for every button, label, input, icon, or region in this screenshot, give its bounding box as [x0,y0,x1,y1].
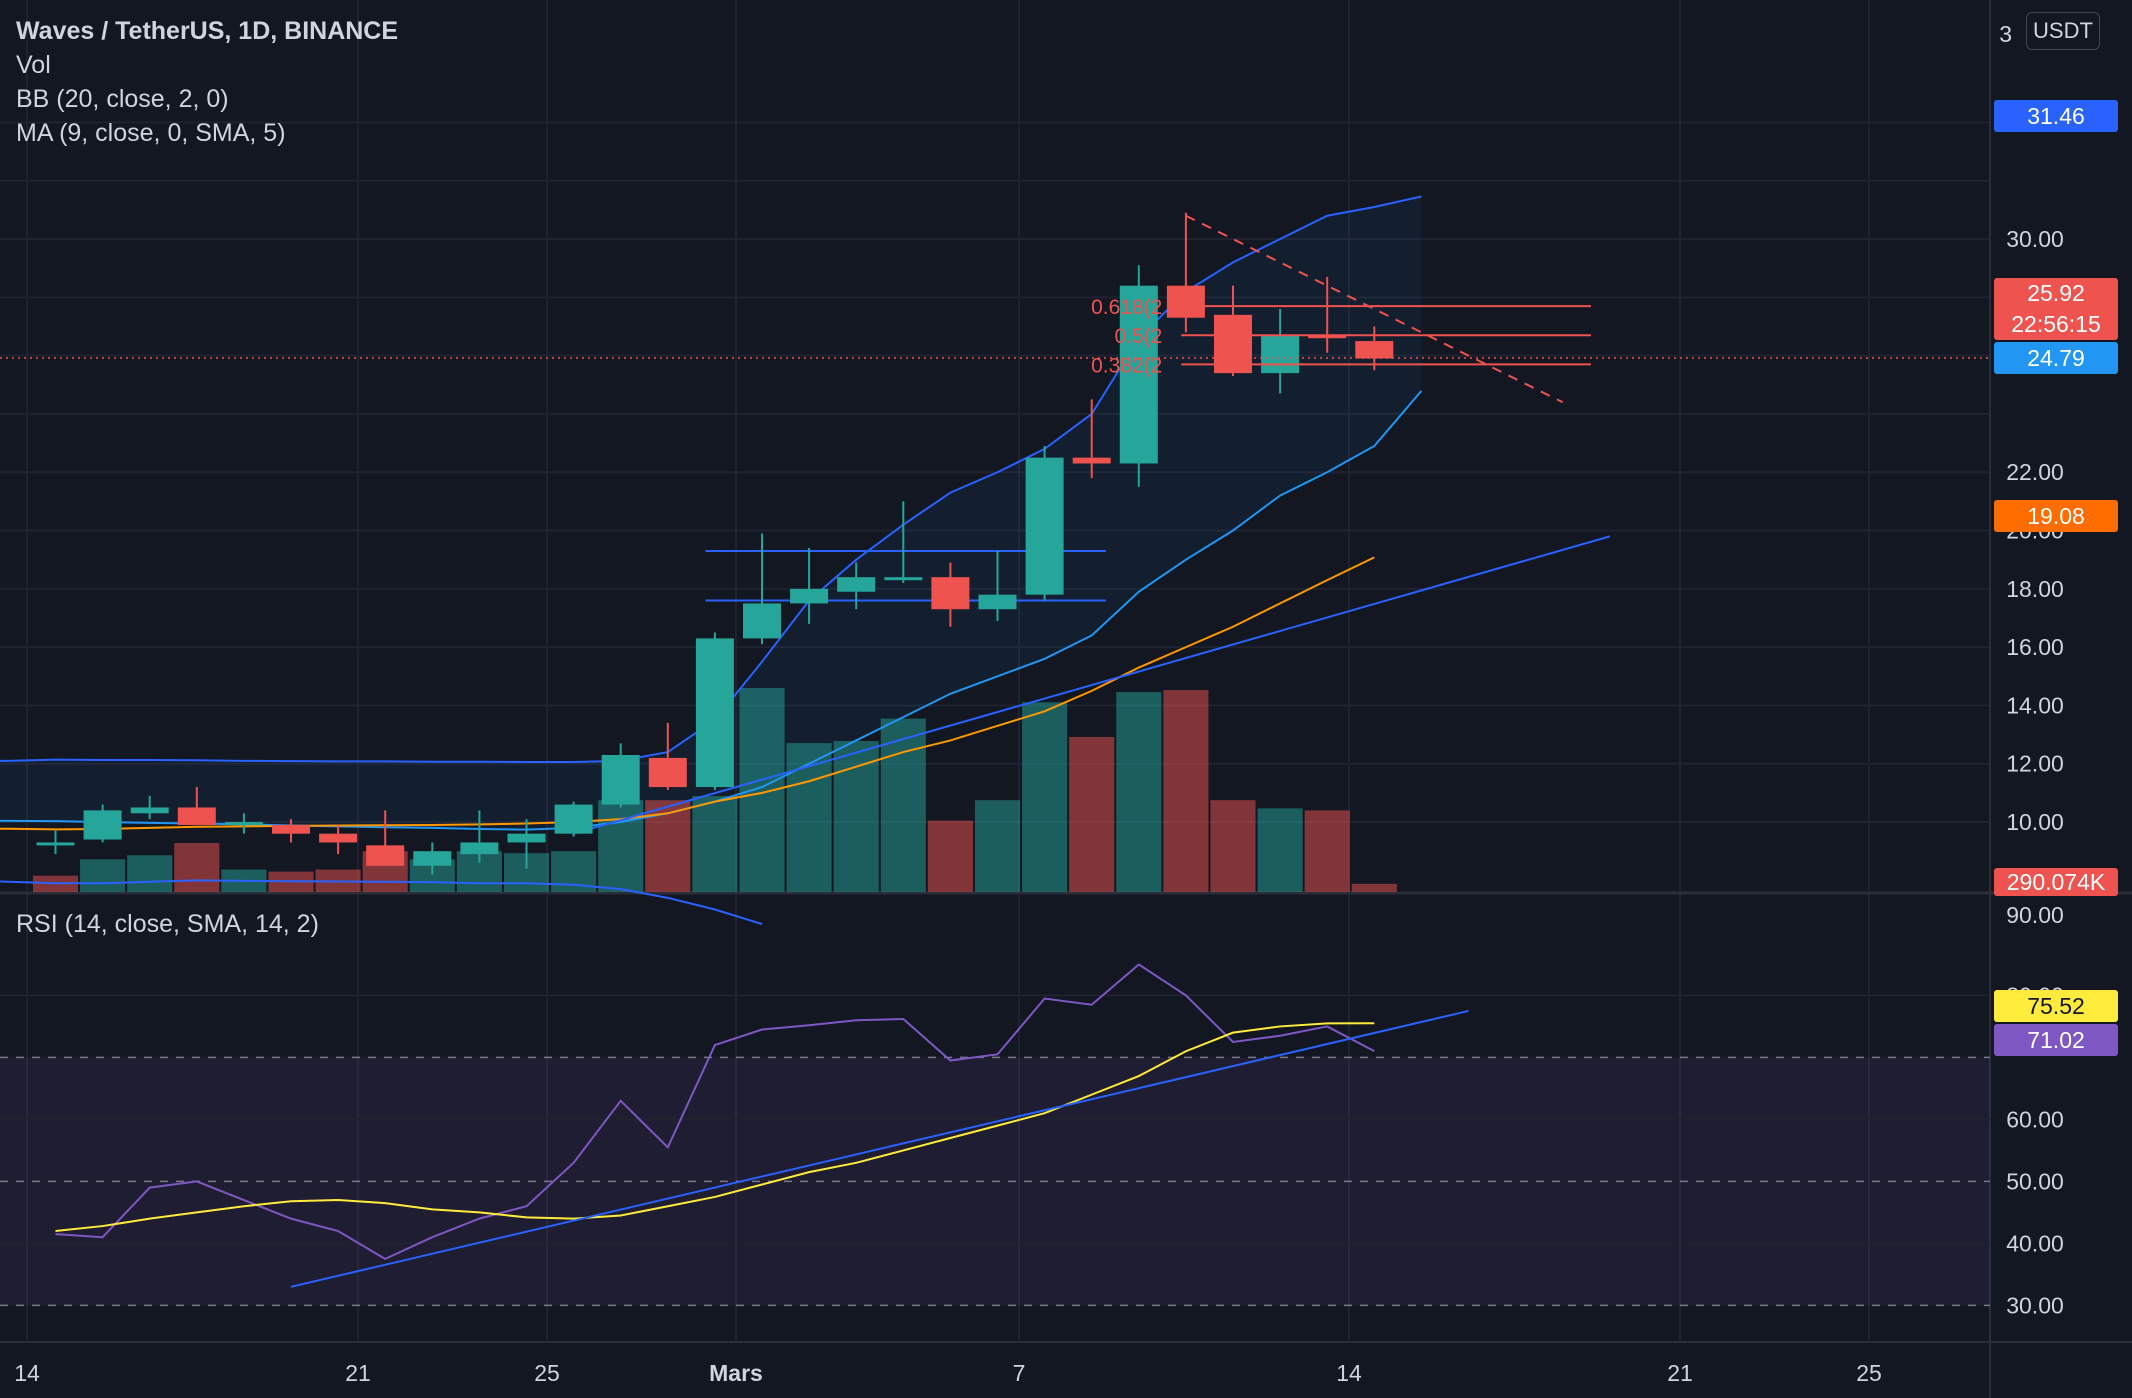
rsi-ma-badge: 75.52 [1994,990,2118,1022]
candle-up [507,833,546,843]
volume-bar [1351,883,1397,892]
indicator-vol[interactable]: Vol [16,51,51,79]
candle-down [1308,335,1347,339]
rsi-tick-label: 60.00 [2006,1106,2064,1132]
price-tick-label: 16.00 [2006,634,2064,660]
price-tick-label: 3 [1999,21,2012,47]
price-tick-label: 30.00 [2006,226,2064,252]
candle-down [177,807,216,825]
rsi-tick-label: 90.00 [2006,902,2064,928]
candle-down [1166,285,1205,318]
candle-up [460,842,499,855]
rsi-tick-label: 50.00 [2006,1168,2064,1194]
price-tick-label: 14.00 [2006,692,2064,718]
rsi-badge: 71.02 [1994,1024,2118,1056]
time-tick-label: 21 [345,1360,371,1386]
volume-bar [833,741,879,892]
candle-up [601,754,640,805]
candle-up [790,588,829,604]
rsi-line [55,963,1375,1261]
volume-bar [692,796,738,892]
volume-bar [1069,736,1115,892]
bb-lower-line [0,879,763,926]
volume-bar [1210,800,1256,892]
volume-badge: 290.074K [1994,868,2118,896]
time-tick-label: 7 [1013,1360,1026,1386]
volume-bar [598,800,644,892]
candle-down [648,757,687,788]
candle-up [695,638,734,788]
candle-down [1072,457,1111,464]
candle-up [884,577,923,581]
time-tick-label: 14 [1336,1360,1362,1386]
candle-down [272,824,310,834]
rsi-ma-line [55,1022,1375,1233]
candle-up [36,842,75,846]
volume-bar [1257,808,1303,892]
bb-basis-badge: 24.79 [1994,342,2118,374]
rsi-trendline [290,1009,1469,1288]
countdown-value: 22:56:15 [2011,311,2101,337]
chart-legend: Waves / TetherUS, 1D, BINANCE Vol BB (20… [16,14,398,150]
volume-bar [1163,690,1209,892]
candle-up [130,807,169,814]
volume-bar [974,800,1021,892]
volume-bar [80,859,126,892]
ma-line [0,556,1375,831]
volume-bar [127,855,173,892]
price-trendline [573,535,1611,835]
candle-up [743,603,781,639]
candle-down [319,833,358,843]
candle-up [224,822,263,826]
volume-bar [786,743,832,892]
indicator-bb[interactable]: BB (20, close, 2, 0) [16,85,229,113]
volume-bar [174,843,220,892]
candle-up [1261,335,1300,374]
fib-label: 0.382(2 [1091,354,1162,377]
candle-up [978,594,1017,610]
rsi-tick-label: 30.00 [2006,1292,2064,1318]
last-price-badge: 25.92 22:56:15 [1994,278,2118,340]
volume-bar [1022,702,1068,892]
candle-down [366,845,405,866]
bb-upper-line [0,195,1422,763]
currency-button[interactable]: USDT [2026,12,2100,50]
fib-label: 0.618(2 [1091,296,1162,319]
ma-badge: 19.08 [1994,500,2118,532]
projection-line [1185,214,1564,404]
price-tick-label: 12.00 [2006,751,2064,777]
price-tick-label: 22.00 [2006,459,2064,485]
candle-up [1119,285,1158,464]
volume-bar [927,820,973,892]
bb-upper-badge: 31.46 [1994,100,2118,132]
time-tick-label: 25 [1856,1360,1882,1386]
time-tick-label: 21 [1667,1360,1693,1386]
candle-up [837,577,876,592]
fib-label: 0.5(2 [1114,325,1162,348]
last-price-value: 25.92 [2027,280,2085,306]
symbol-title[interactable]: Waves / TetherUS, 1D, BINANCE [16,17,399,45]
indicator-ma[interactable]: MA (9, close, 0, SMA, 5) [16,119,286,147]
candle-up [83,810,122,840]
price-tick-label: 18.00 [2006,576,2064,602]
rsi-tick-label: 40.00 [2006,1230,2064,1256]
time-tick-label: 25 [534,1360,560,1386]
candle-down [1355,341,1394,359]
bb-fill [0,196,1422,830]
time-tick-label: Mars [709,1360,763,1386]
indicator-rsi[interactable]: RSI (14, close, SMA, 14, 2) [16,910,319,938]
candle-down [931,577,970,610]
candle-up [413,851,452,866]
candle-up [1025,457,1064,595]
volume-bar [1304,810,1350,892]
time-tick-label: 14 [14,1360,40,1386]
price-tick-label: 10.00 [2006,809,2064,835]
bb-basis-line [0,390,1423,831]
volume-bar [1116,692,1162,892]
candle-up [554,804,593,834]
